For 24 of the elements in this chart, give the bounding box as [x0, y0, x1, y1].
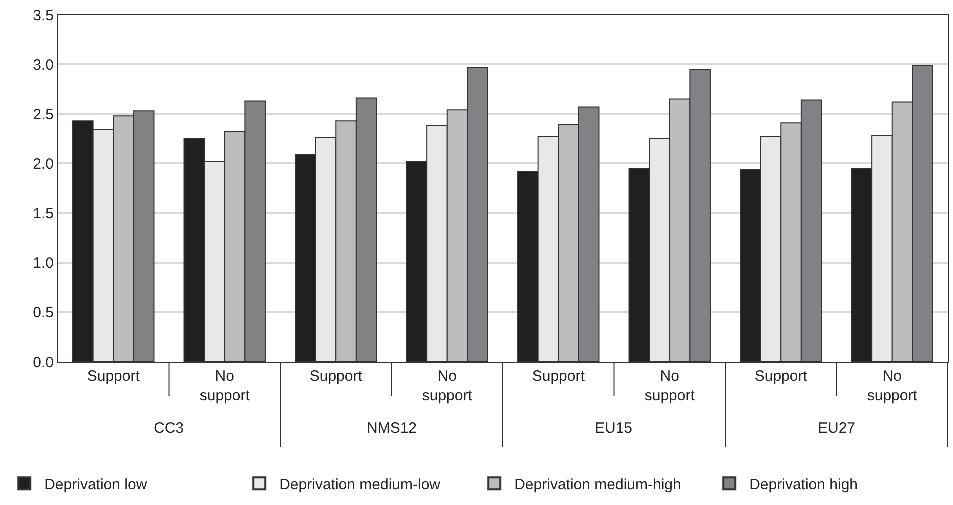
text: EU15	[595, 420, 633, 437]
text: NMS12	[367, 420, 418, 437]
x-tick-label: No support	[200, 368, 251, 404]
legend-label: Deprivation low	[44, 476, 148, 494]
y-tick-label: 2.0	[33, 156, 54, 173]
y-tick-label: 0.5	[33, 304, 54, 322]
x-tick-label: Support	[310, 368, 364, 385]
y-tick-label: 1.0	[33, 255, 54, 272]
y-tick-label: 1.5	[33, 206, 54, 223]
y-tick-label: 3.0	[33, 56, 54, 74]
x-tick-label: No support	[644, 368, 696, 404]
x-tick-label: Support	[754, 368, 808, 385]
text: EU27	[818, 420, 856, 437]
legend-label: Deprivation high	[750, 476, 858, 494]
x-tick-label: No support	[422, 368, 474, 404]
x-tick-label: Support	[532, 368, 586, 385]
text: CC3	[154, 420, 184, 437]
y-tick-label: 0.0	[33, 354, 54, 372]
y-tick-label: 3.5	[33, 7, 54, 24]
legend-label: Deprivation medium-high	[514, 476, 682, 494]
x-tick-label: No support	[867, 368, 918, 404]
legend-label: Deprivation medium-low	[280, 476, 441, 494]
y-tick-label: 2.5	[33, 106, 54, 124]
x-tick-label: Support	[87, 368, 141, 385]
